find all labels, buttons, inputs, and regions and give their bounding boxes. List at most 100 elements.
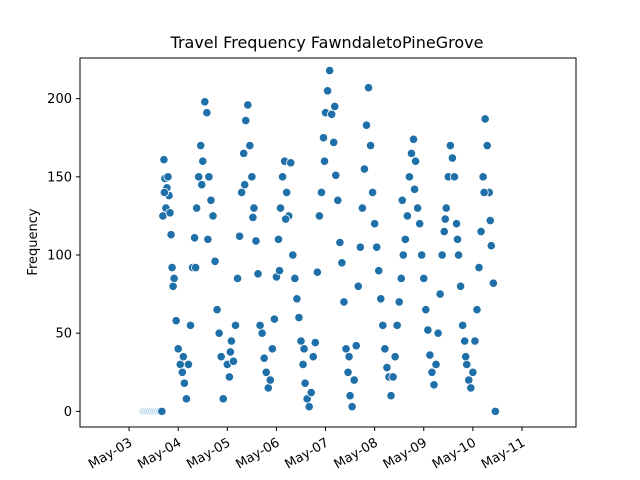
x-tick-label: May-08 [332, 435, 381, 472]
data-point [435, 289, 445, 299]
data-point [368, 187, 378, 198]
data-point [228, 356, 239, 366]
data-point [374, 266, 384, 276]
data-point [322, 86, 333, 96]
data-point [210, 256, 220, 266]
data-point [308, 352, 318, 362]
data-point [397, 195, 407, 205]
data-point [423, 325, 433, 335]
data-point [449, 172, 460, 182]
data-point [433, 328, 443, 338]
data-point [482, 140, 492, 151]
data-point [235, 231, 245, 241]
data-point [376, 294, 386, 304]
data-point [464, 375, 474, 385]
chart-title: Travel Frequency FawndaletoPineGrove [170, 33, 484, 52]
data-point [298, 359, 308, 370]
data-point [208, 211, 218, 221]
plot-frame [79, 57, 577, 428]
data-point [253, 269, 263, 279]
data-point [226, 336, 237, 346]
data-point [341, 344, 351, 354]
data-point [437, 250, 447, 260]
data-point [333, 195, 343, 205]
data-point [425, 350, 435, 360]
data-point [269, 314, 279, 324]
data-point [245, 140, 255, 151]
data-point [488, 278, 498, 288]
data-point [462, 359, 472, 370]
data-point [312, 267, 322, 277]
data-point [335, 237, 345, 248]
data-point [441, 203, 451, 213]
x-tick-label: May-07 [283, 435, 332, 472]
data-point [275, 203, 286, 213]
y-tick-label: 200 [47, 92, 72, 107]
data-point [247, 172, 257, 182]
data-point [396, 273, 406, 284]
data-point [363, 83, 374, 93]
data-point [200, 97, 210, 107]
data-point [485, 216, 495, 226]
data-point [398, 250, 408, 260]
data-point [166, 230, 176, 240]
data-point [216, 352, 226, 362]
data-point [440, 214, 450, 224]
data-point [339, 297, 349, 307]
data-point [451, 219, 462, 229]
data-point [370, 219, 380, 229]
data-point [429, 380, 439, 390]
data-point [351, 341, 361, 351]
data-point [470, 336, 480, 346]
data-point [248, 212, 258, 223]
data-point [239, 148, 249, 158]
data-point [353, 281, 363, 291]
data-point [372, 242, 382, 252]
data-point [192, 203, 202, 213]
data-point [274, 266, 285, 276]
data-point [288, 250, 298, 260]
data-point [189, 233, 200, 243]
data-point [294, 312, 304, 323]
data-point [337, 258, 347, 268]
data-point [331, 170, 341, 180]
data-point [249, 203, 259, 213]
data-point [330, 101, 340, 112]
data-point [378, 320, 388, 330]
data-point [273, 234, 284, 244]
data-point [263, 383, 273, 393]
data-point [413, 203, 423, 213]
data-point [277, 172, 288, 182]
data-point [230, 320, 241, 330]
data-point [194, 172, 204, 182]
data-point [191, 262, 201, 273]
data-point [177, 367, 187, 377]
data-point [472, 305, 482, 315]
data-point [445, 140, 455, 151]
data-point [183, 359, 194, 370]
data-point [168, 281, 178, 291]
data-point [206, 195, 216, 205]
y-tick-label: 100 [47, 249, 72, 264]
data-point [218, 394, 228, 404]
data-point [406, 148, 417, 158]
data-point [402, 211, 412, 221]
x-tick-label: May-11 [479, 435, 528, 472]
data-point [439, 226, 449, 237]
data-point [165, 208, 175, 218]
data-point [292, 294, 302, 304]
data-point [415, 219, 425, 229]
data-point [261, 367, 271, 377]
data-point [392, 320, 402, 330]
points-layer [138, 65, 500, 416]
data-point [468, 367, 478, 377]
y-tick-label: 150 [47, 170, 72, 185]
data-point [159, 187, 170, 198]
data-point [173, 344, 183, 354]
data-point [179, 378, 189, 388]
data-point [167, 262, 177, 273]
data-point [316, 187, 327, 198]
data-point [390, 352, 400, 362]
data-point [196, 140, 206, 151]
